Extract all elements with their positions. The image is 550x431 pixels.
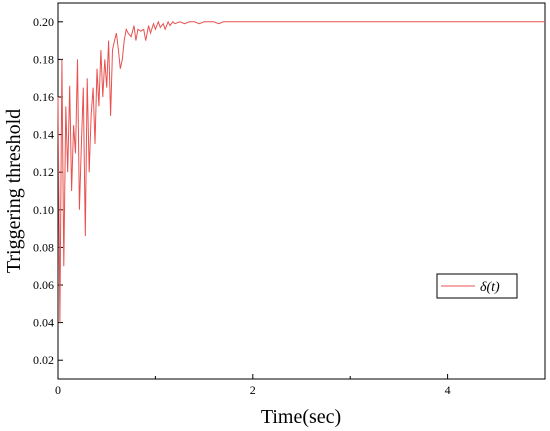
x-tick-label: 0 [55, 383, 61, 397]
y-tick-label: 0.20 [33, 15, 54, 29]
legend-label: δ(t) [480, 280, 500, 295]
x-axis-label: Time(sec) [261, 406, 341, 428]
legend-box [436, 273, 518, 299]
plot-area [57, 2, 546, 380]
y-tick-label: 0.16 [33, 90, 54, 104]
y-tick-label: 0.08 [33, 240, 54, 254]
x-tick-label: 2 [250, 383, 256, 397]
y-tick-label: 0.14 [33, 128, 54, 142]
y-tick-label: 0.04 [33, 316, 54, 330]
y-tick-label: 0.06 [33, 278, 54, 292]
y-tick-label: 0.10 [33, 203, 54, 217]
y-tick-label: 0.12 [33, 165, 54, 179]
x-tick-label: 4 [445, 383, 451, 397]
series-line-delta [57, 20, 545, 323]
y-tick-label: 0.18 [33, 52, 54, 66]
y-tick-label: 0.02 [33, 353, 54, 367]
x-axis-ticks: 0 2 4 [55, 374, 546, 397]
y-axis-label: Triggering threshold [3, 109, 25, 273]
legend: δ(t) [436, 273, 518, 299]
